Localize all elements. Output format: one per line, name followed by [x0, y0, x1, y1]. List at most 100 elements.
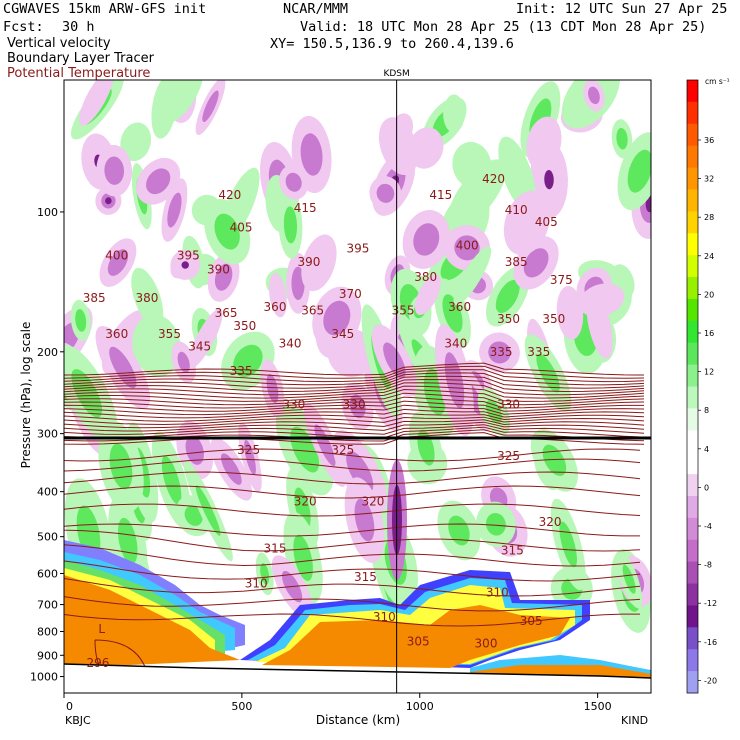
colorbar-swatch [687, 430, 698, 453]
downdraft-core [146, 168, 171, 195]
theta-contour [64, 392, 645, 406]
pbl-core-central [262, 605, 570, 668]
right-station-label: KIND [621, 714, 648, 727]
colorbar-swatch [687, 320, 698, 344]
updraft-core [448, 515, 470, 546]
downdraft-peak [544, 169, 554, 190]
downdraft-core [185, 435, 204, 465]
theta-label: 350 [497, 312, 520, 326]
downdraft-cell [578, 283, 625, 317]
terrain [64, 663, 651, 693]
pbl-core-west [64, 575, 240, 668]
theta-label: 340 [279, 337, 302, 351]
downdraft-core [588, 86, 600, 105]
colorbar-swatch [687, 255, 698, 278]
downdraft-core [64, 321, 81, 360]
theta-label: 355 [392, 304, 415, 318]
y-tick-label: 700 [37, 599, 58, 612]
colorbar-label: 16 [704, 329, 714, 338]
init-time: Init: 12 UTC Sun 27 Apr 25 [516, 1, 728, 17]
colorbar-swatch [687, 605, 698, 628]
theta-label: 345 [331, 327, 354, 341]
downdraft-cell [79, 80, 114, 126]
theta-label: 320 [362, 495, 385, 509]
theta-contour [64, 600, 640, 627]
theta-contour [64, 421, 645, 432]
theta-label: 410 [505, 203, 528, 217]
theta-label: 400 [456, 238, 479, 252]
y-tick-label: 400 [37, 486, 58, 499]
downdraft-cell [301, 234, 337, 292]
colorbar-label: 32 [704, 175, 714, 184]
theta-contour [64, 385, 645, 399]
downdraft-cell [188, 308, 223, 369]
theta-contour [64, 503, 641, 517]
theta-label: 405 [535, 215, 558, 229]
theta-label: 365 [301, 304, 324, 318]
theta-label: 400 [105, 248, 128, 262]
theta-label: 300 [475, 637, 498, 651]
colorbar-swatch [687, 342, 698, 366]
updraft-cell [120, 122, 152, 162]
colorbar-frame [686, 79, 699, 694]
updraft-cell [452, 141, 492, 188]
downdraft-core [413, 223, 440, 256]
y-tick-label: 600 [37, 567, 58, 580]
theta-label: 415 [429, 188, 452, 202]
updraft-cell [453, 246, 492, 306]
theta-contour [64, 523, 640, 537]
colorbar-label: -20 [704, 676, 717, 685]
theta-label: 310 [373, 610, 396, 624]
downdraft-core [107, 249, 129, 276]
updraft-cell [132, 314, 181, 377]
theta-label: 330 [282, 398, 305, 412]
theta-label: 315 [501, 543, 524, 557]
theta-label: 345 [188, 340, 211, 354]
theta-label: 385 [83, 291, 106, 305]
downdraft-peak [105, 197, 112, 205]
field-label-vv: Vertical velocity [7, 36, 111, 51]
y-tick-label: 300 [37, 428, 58, 441]
colorbar-label: -12 [704, 599, 717, 608]
downdraft-core [177, 351, 190, 373]
theta-label: 350 [542, 312, 565, 326]
downdraft-core [454, 235, 480, 261]
theta-contour [64, 404, 645, 416]
colorbar-label: 28 [704, 213, 714, 222]
colorbar-label: -4 [704, 522, 712, 531]
downdraft-core [285, 172, 302, 192]
x-axis-title: Distance (km) [316, 713, 400, 727]
fcst-label: Fcst: [3, 19, 44, 35]
downdraft-core [376, 183, 395, 203]
updraft-core [616, 127, 628, 150]
theta-contour [64, 525, 641, 552]
theta-contour [64, 396, 645, 409]
theta-label: 365 [215, 306, 238, 320]
theta-contour [64, 382, 645, 396]
updraft-core [214, 213, 240, 250]
theta-label: 355 [158, 327, 181, 341]
theta-label: L [98, 622, 105, 636]
updraft-core [542, 444, 567, 477]
downdraft-cell [556, 285, 584, 340]
y-tick-label: 900 [37, 649, 58, 662]
theta-contour [64, 362, 645, 376]
y-tick-label: 800 [37, 626, 58, 639]
theta-contour [64, 419, 645, 429]
field-label-theta: Potential Temperature [7, 66, 151, 81]
downdraft-peak [181, 261, 189, 269]
theta-contour [64, 448, 641, 462]
colorbar-label: 8 [704, 406, 709, 415]
colorbar-units: cm s⁻¹ [705, 77, 730, 86]
colorbar-swatch [687, 145, 698, 169]
theta-label: 405 [230, 220, 253, 234]
downdraft-cell [378, 117, 419, 176]
updraft-core [283, 206, 298, 244]
colorbar-swatch [687, 123, 698, 147]
theta-label: 325 [331, 443, 354, 457]
xy-coords: XY= 150.5,136.9 to 260.4,139.6 [270, 36, 514, 52]
model-title: CGWAVES 15km ARW-GFS init [3, 1, 207, 17]
downdraft-core [202, 90, 219, 123]
